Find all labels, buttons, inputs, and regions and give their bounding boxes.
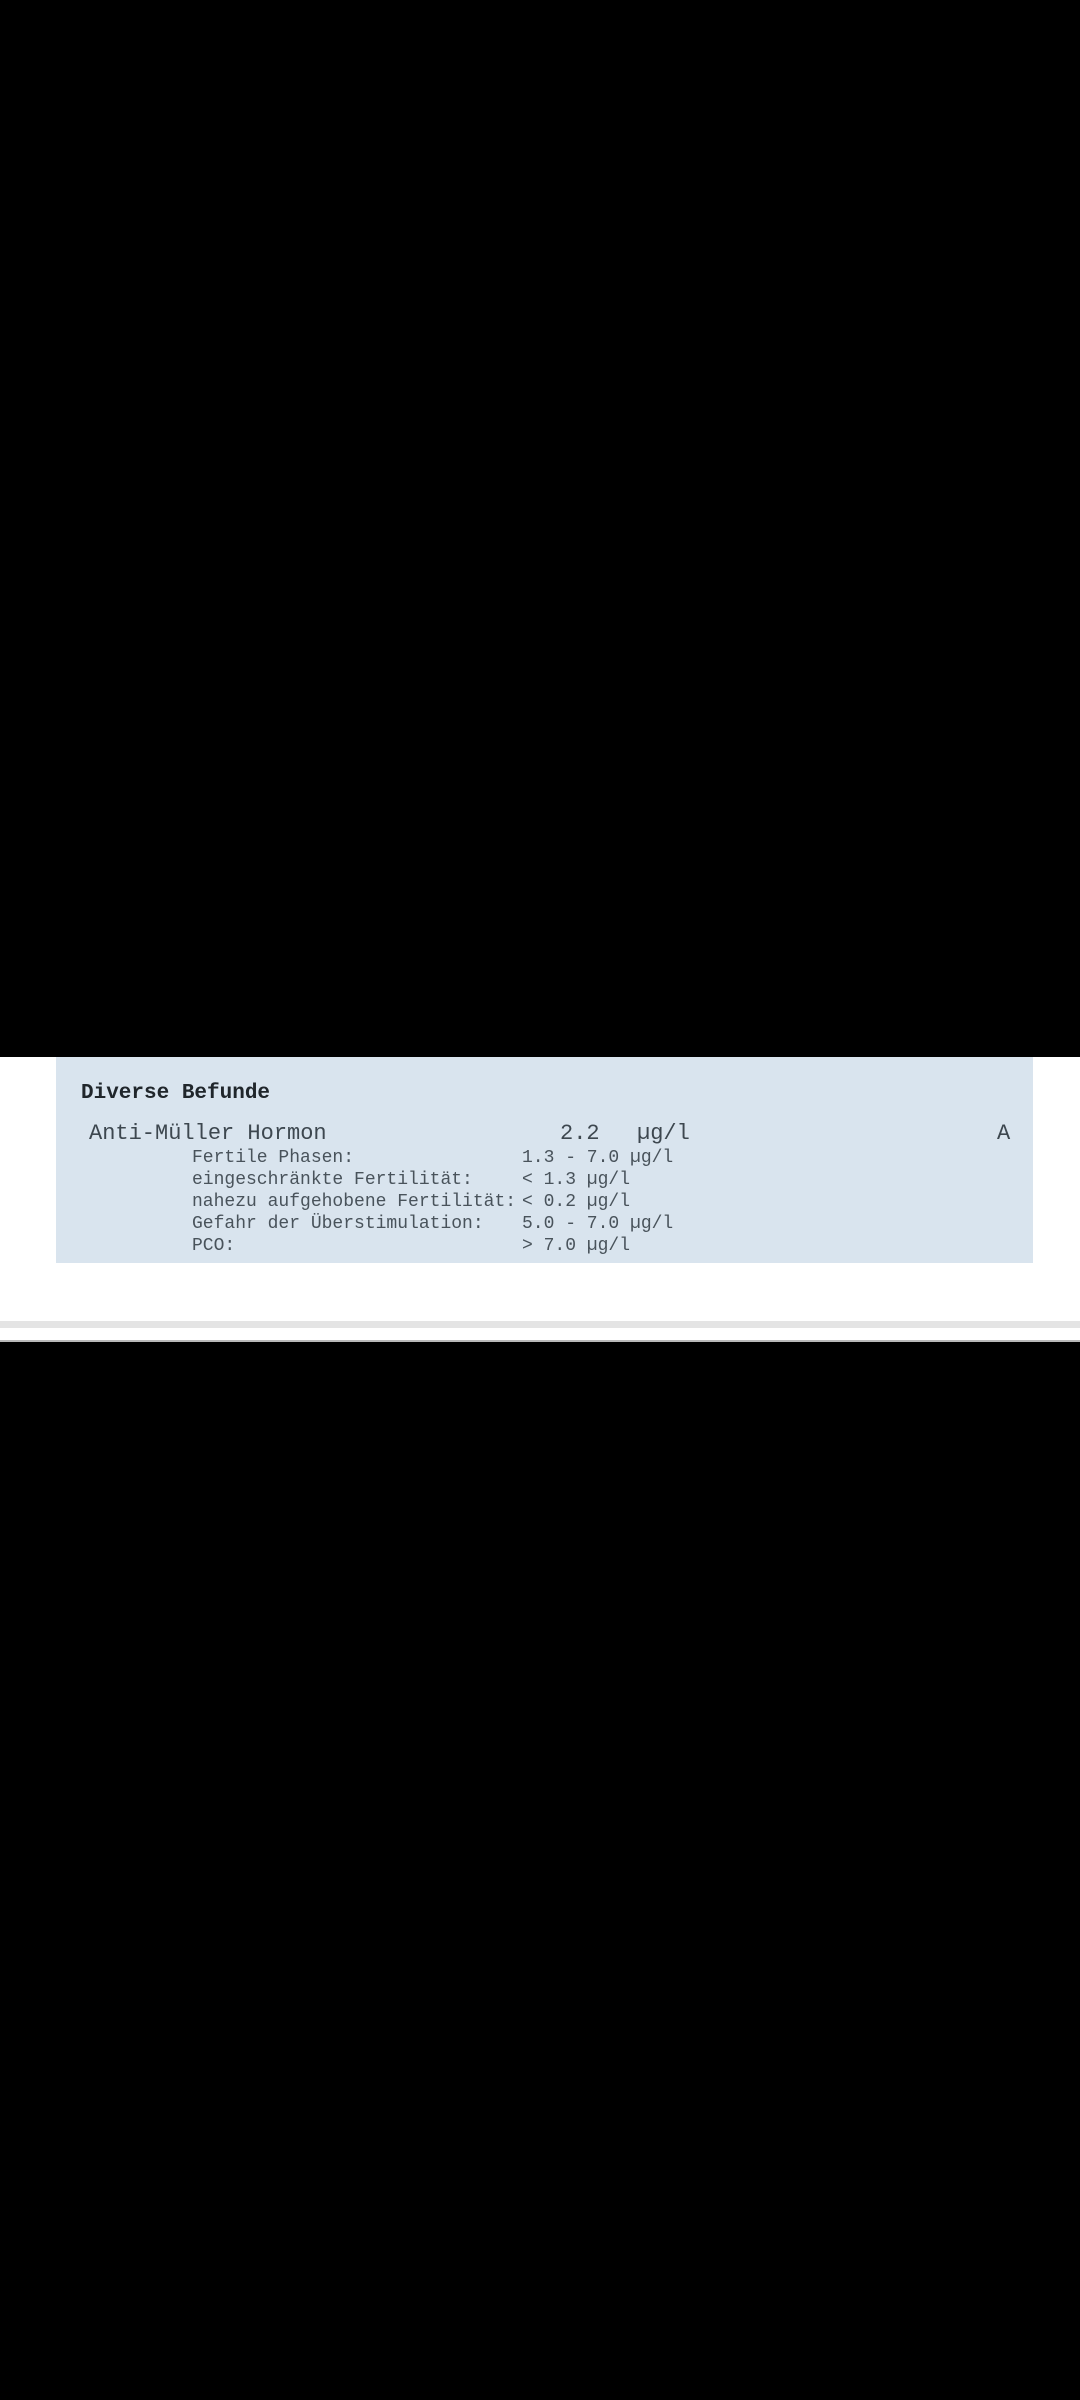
test-flag-abnormal: A bbox=[997, 1121, 1011, 1146]
reference-range-value: > 7.0 µg/l bbox=[522, 1236, 631, 1256]
reference-range-row: nahezu aufgehobene Fertilität: < 0.2 µg/… bbox=[56, 1191, 1033, 1213]
document-page: Diverse Befunde Anti-Müller Hormon 2.2 µ… bbox=[0, 1057, 1080, 1342]
reference-range-row: Fertile Phasen: 1.3 - 7.0 µg/l bbox=[56, 1147, 1033, 1169]
reference-range-value: 1.3 - 7.0 µg/l bbox=[522, 1148, 674, 1168]
reference-range-row: PCO: > 7.0 µg/l bbox=[56, 1235, 1033, 1257]
reference-range-row: Gefahr der Überstimulation: 5.0 - 7.0 µg… bbox=[56, 1213, 1033, 1235]
test-result-row: Anti-Müller Hormon 2.2 µg/l A bbox=[56, 1122, 1033, 1146]
reference-range-value: < 1.3 µg/l bbox=[522, 1170, 631, 1190]
test-name: Anti-Müller Hormon bbox=[89, 1121, 327, 1146]
reference-range-row: eingeschränkte Fertilität: < 1.3 µg/l bbox=[56, 1169, 1033, 1191]
section-title: Diverse Befunde bbox=[81, 1082, 271, 1105]
lab-result-section: Diverse Befunde Anti-Müller Hormon 2.2 µ… bbox=[56, 1057, 1033, 1263]
page-divider bbox=[0, 1321, 1080, 1328]
reference-range-label: eingeschränkte Fertilität: bbox=[192, 1170, 473, 1190]
test-unit: µg/l bbox=[637, 1121, 690, 1146]
test-value: 2.2 bbox=[560, 1121, 600, 1146]
reference-range-label: Fertile Phasen: bbox=[192, 1148, 355, 1168]
reference-range-label: Gefahr der Überstimulation: bbox=[192, 1214, 484, 1234]
reference-range-label: nahezu aufgehobene Fertilität: bbox=[192, 1192, 517, 1212]
reference-range-value: < 0.2 µg/l bbox=[522, 1192, 631, 1212]
reference-range-value: 5.0 - 7.0 µg/l bbox=[522, 1214, 674, 1234]
reference-range-label: PCO: bbox=[192, 1236, 236, 1256]
